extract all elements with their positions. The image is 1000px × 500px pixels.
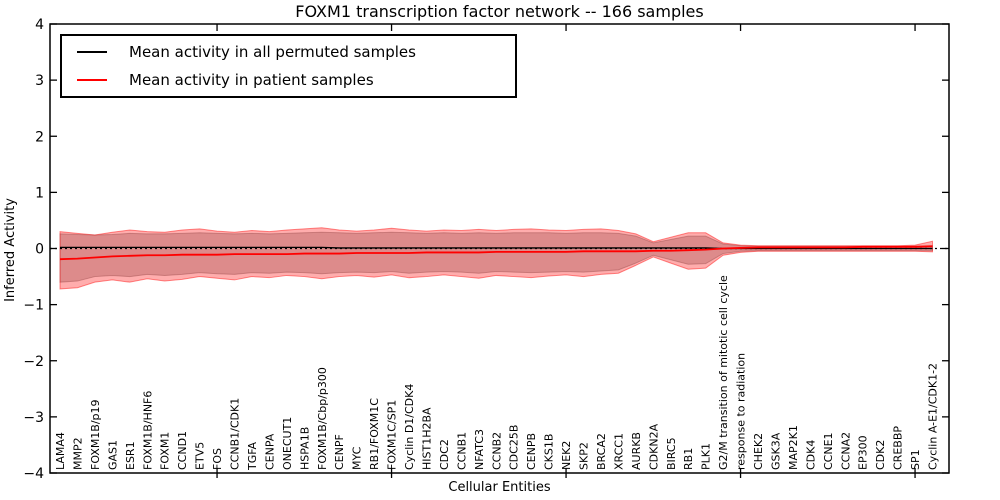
x-category-label: FOS: [211, 448, 224, 470]
y-tick-label: −2: [23, 354, 44, 370]
x-category-label: CENPB: [525, 433, 538, 470]
x-category-label: SP1: [909, 449, 922, 470]
x-category-label: CCNA2: [839, 432, 852, 470]
x-category-label: CCNB1: [455, 432, 468, 470]
x-category-label: FOXM1B/p19: [89, 399, 102, 470]
patient-std-band: [59, 227, 933, 290]
x-category-label: CCND1: [176, 431, 189, 470]
legend-item-patient: Mean activity in patient samples: [62, 69, 515, 91]
y-tick-label: −1: [23, 298, 44, 314]
y-tick-label: 1: [35, 185, 44, 201]
y-tick-label: 3: [35, 73, 44, 89]
patient-line-swatch: [77, 79, 107, 81]
y-tick-label: 2: [35, 129, 44, 145]
chart-title: FOXM1 transcription factor network -- 16…: [295, 2, 704, 21]
x-category-label: FOXM1B/Cbp/p300: [316, 367, 329, 470]
x-category-label: FOXM1: [159, 432, 172, 470]
permuted-std-band: [59, 231, 933, 283]
x-category-label: RB1/FOXM1C: [368, 398, 381, 470]
x-category-label: GAS1: [106, 440, 119, 470]
x-category-label: CENPF: [333, 434, 346, 470]
x-category-label: CREBBP: [892, 426, 905, 470]
x-category-label: CCNE1: [822, 432, 835, 470]
y-axis-label: Inferred Activity: [3, 198, 18, 302]
permuted-line-swatch: [77, 51, 107, 53]
y-tick-label: 0: [35, 242, 44, 258]
x-category-label: RB1: [682, 448, 695, 470]
x-category-label: GSK3A: [769, 432, 782, 470]
x-category-label: NEK2: [560, 441, 573, 470]
x-category-label: CCNB2: [490, 432, 503, 470]
x-category-label: CDC25B: [508, 425, 521, 470]
x-category-label: EP300: [857, 435, 870, 470]
x-category-label: CKS1B: [543, 434, 556, 470]
x-category-label: Cyclin D1/CDK4: [403, 384, 416, 470]
x-category-label: FOXM1C/SP1: [386, 400, 399, 470]
legend-item-permuted: Mean activity in all permuted samples: [62, 41, 515, 63]
x-category-label: BRCA2: [595, 433, 608, 470]
legend-label: Mean activity in patient samples: [129, 71, 374, 89]
x-category-label: SKP2: [578, 442, 591, 470]
x-category-label: PLK1: [700, 443, 713, 470]
x-category-label: ONECUT1: [281, 417, 294, 470]
y-tick-label: −3: [23, 410, 44, 426]
x-category-label: response to radiation: [735, 353, 748, 470]
x-category-label: CCNB1/CDK1: [229, 398, 242, 470]
x-category-label: CDK4: [804, 440, 817, 470]
x-category-label: AURKB: [630, 432, 643, 470]
legend-label: Mean activity in all permuted samples: [129, 43, 416, 61]
x-category-label: MMP2: [71, 437, 84, 470]
x-category-label: NFATC3: [473, 429, 486, 470]
y-tick-label: −4: [23, 466, 44, 482]
x-category-label: HSPA1B: [298, 427, 311, 470]
x-category-label: TGFA: [246, 441, 259, 471]
x-category-label: LAMA4: [54, 432, 67, 470]
x-category-label: ETV5: [194, 442, 207, 470]
x-category-label: CDK2: [874, 440, 887, 470]
y-tick-label: 4: [35, 17, 44, 33]
x-category-label: Cyclin A-E1/CDK1-2: [927, 363, 940, 470]
x-category-label: HIST1H2BA: [420, 407, 433, 470]
x-category-label: MYC: [351, 446, 364, 470]
x-category-label: CENPA: [263, 433, 276, 470]
x-category-label: XRCC1: [612, 433, 625, 470]
legend: Mean activity in all permuted samples Me…: [60, 34, 517, 98]
x-category-label: FOXM1B/HNF6: [141, 391, 154, 470]
patient-mean-line: [59, 245, 933, 261]
x-category-label: CDKN2A: [647, 423, 660, 470]
x-axis-label: Cellular Entities: [448, 480, 551, 495]
x-category-label: MAP2K1: [787, 425, 800, 470]
x-category-label: ESR1: [124, 441, 137, 470]
x-category-label: CHEK2: [752, 433, 765, 470]
x-category-label: G2/M transition of mitotic cell cycle: [717, 275, 730, 470]
x-category-label: CDC2: [438, 439, 451, 470]
permuted-mean-line: [60, 246, 933, 250]
x-category-label: BIRC5: [665, 437, 678, 470]
